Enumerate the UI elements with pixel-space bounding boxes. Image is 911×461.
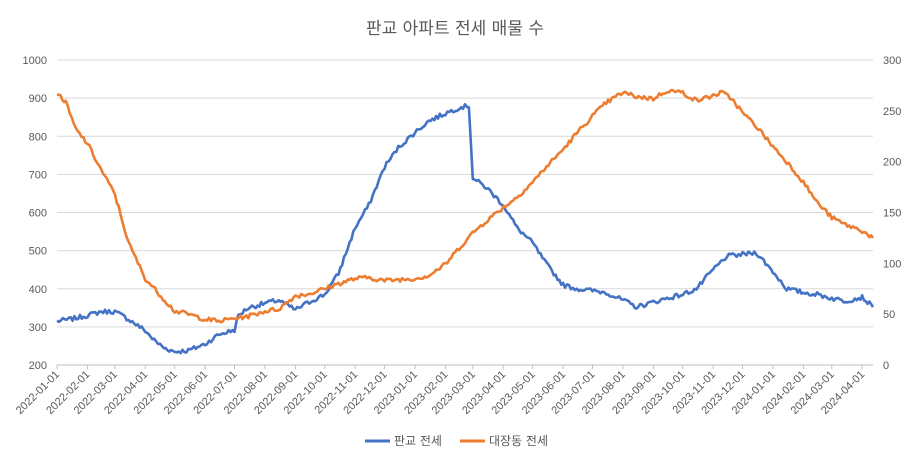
chart-title: 판교 아파트 전세 매물 수 [366, 19, 544, 39]
right-tick-label: 200 [883, 157, 901, 169]
series-line-0 [56, 103, 875, 355]
legend-item-pangyo: 판교 전세 [365, 434, 442, 448]
right-tick-label: 300 [883, 55, 901, 67]
left-tick-label: 800 [29, 131, 47, 143]
left-tick-label: 300 [29, 322, 47, 334]
right-axis-ticks: 0 50 100 150 200 250 300 [883, 55, 901, 372]
left-tick-label: 600 [29, 208, 47, 220]
legend: 판교 전세 대장동 전세 [365, 434, 548, 448]
left-tick-label: 900 [29, 93, 47, 105]
right-tick-label: 150 [883, 208, 901, 220]
right-tick-label: 250 [883, 106, 901, 118]
left-tick-label: 700 [29, 169, 47, 181]
right-tick-label: 0 [883, 360, 889, 372]
series-line-1 [56, 88, 875, 324]
x-axis-ticks: 2022-01-012022-02-012022-03-012022-04-01… [14, 365, 867, 417]
legend-label-daejang: 대장동 전세 [489, 434, 548, 448]
left-tick-label: 500 [29, 246, 47, 258]
legend-label-pangyo: 판교 전세 [394, 434, 442, 448]
left-axis-ticks: 200 300 400 500 600 700 800 900 1000 [23, 55, 47, 372]
right-tick-label: 100 [883, 258, 901, 270]
left-tick-label: 200 [29, 360, 47, 372]
gridlines [57, 59, 873, 328]
left-tick-label: 400 [29, 284, 47, 296]
legend-item-daejang: 대장동 전세 [460, 434, 548, 448]
left-tick-label: 1000 [23, 55, 47, 67]
series-lines [56, 88, 875, 355]
right-tick-label: 50 [883, 309, 895, 321]
